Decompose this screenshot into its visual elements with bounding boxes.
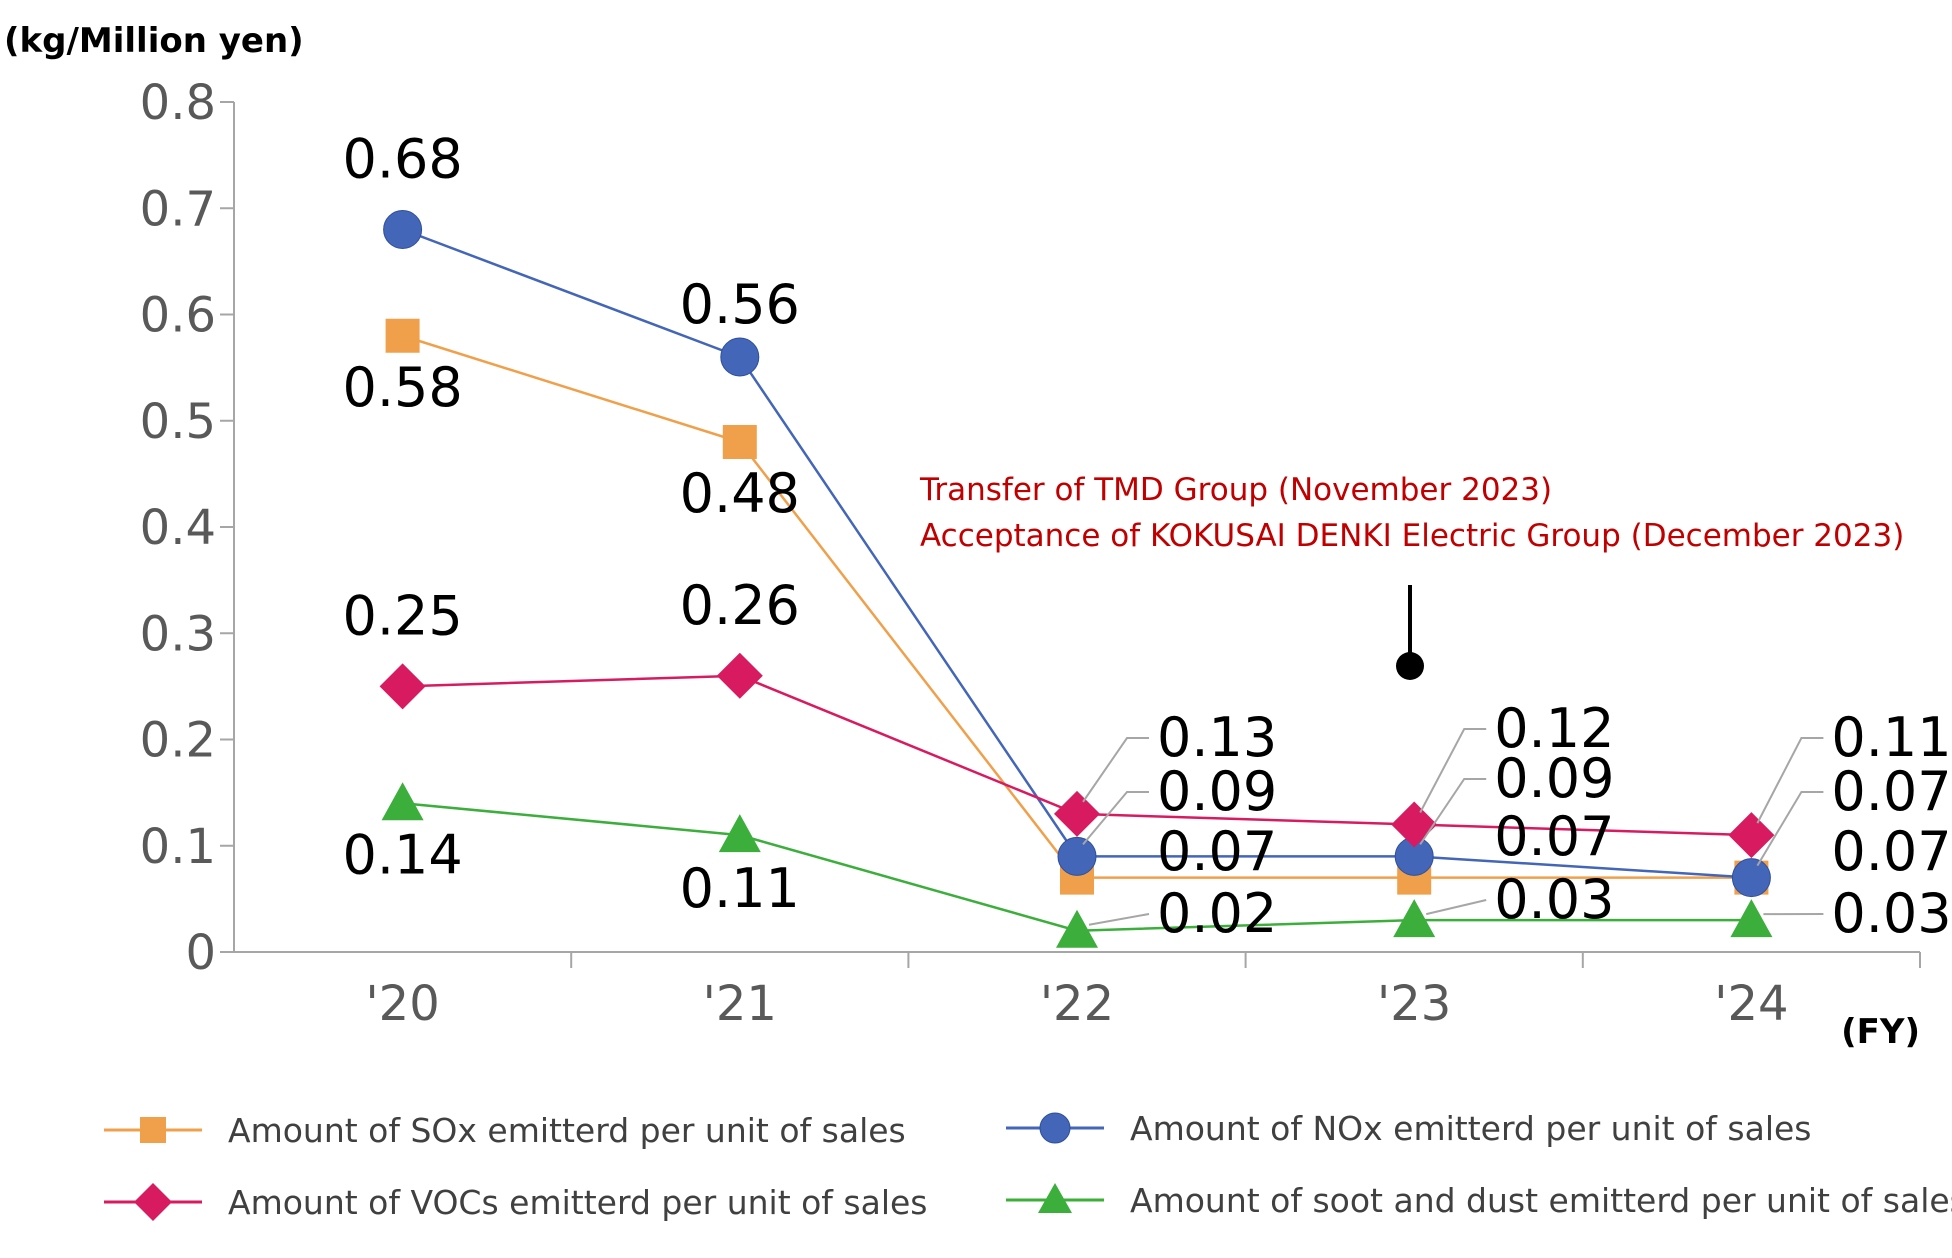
legend-circle-icon [1039,1112,1071,1144]
x-tick-label: '24 [1714,976,1788,1032]
legend-item-diamond: Amount of VOCs emitterd per unit of sale… [104,1183,928,1222]
leader-line [1419,778,1487,845]
triangle-marker [1056,909,1098,948]
leader-line [1082,737,1149,803]
legend-item-square: Amount of SOx emitterd per unit of sales [104,1111,906,1150]
legend-diamond-icon [134,1183,172,1221]
y-tick-label: 0.2 [140,713,216,769]
diamond-marker [716,652,763,699]
triangle-marker [1730,899,1773,938]
data-label-diamond: 0.12 [1494,697,1614,760]
legend-label: Amount of SOx emitterd per unit of sales [228,1111,906,1150]
leader-line [1425,899,1487,916]
y-tick-label: 0.8 [140,75,216,131]
circle-marker [1731,858,1771,898]
data-label-circle: 0.09 [1494,747,1614,810]
data-label-triangle: 0.14 [342,823,462,886]
annotation-line-1: Transfer of TMD Group (November 2023) [919,472,1552,508]
circle-marker [383,210,423,249]
legend-square-icon [140,1117,166,1143]
data-label-triangle: 0.03 [1494,868,1614,931]
data-label-square: 0.58 [342,356,462,419]
data-label-diamond: 0.25 [342,584,462,647]
series-marks [379,210,1775,948]
triangle-marker [718,814,761,853]
legend-label: Amount of NOx emitterd per unit of sales [1130,1109,1811,1148]
diamond-marker [1391,801,1438,848]
leader-line [1419,728,1487,813]
axes: 0 0.1 0.2 0.3 0.4 0.5 0.6 0.7 0.8 '20 '21 '22 '23 '24 [140,75,1921,1032]
legend-item-triangle: Amount of soot and dust emitterd per uni… [1006,1181,1952,1220]
y-tick-label: 0.3 [140,606,216,662]
leader-line [1082,791,1149,846]
leader-line [1756,791,1824,867]
leader-line [1756,737,1824,824]
data-label-triangle: 0.02 [1157,882,1277,945]
legend-item-circle: Amount of NOx emitterd per unit of sales [1006,1109,1811,1148]
data-label-diamond: 0.11 [1831,706,1951,769]
diamond-marker [1054,790,1100,837]
y-axis-unit-label: (kg/Million yen) [4,21,304,61]
x-tick-label: '22 [1040,976,1114,1032]
y-tick-label: 0.1 [140,819,216,875]
legend-triangle-icon [1038,1183,1072,1213]
x-tick-label: '23 [1377,976,1451,1032]
data-label-diamond: 0.26 [680,574,800,637]
legend: Amount of SOx emitterd per unit of sales… [104,1109,1952,1222]
y-tick-label: 0.7 [140,181,216,237]
y-tick-label: 0 [185,925,216,981]
data-label-square: 0.07 [1157,820,1277,883]
legend-label: Amount of VOCs emitterd per unit of sale… [228,1183,928,1222]
data-label-diamond: 0.13 [1157,706,1277,769]
diamond-marker [1728,812,1775,859]
data-label-circle: 0.68 [342,128,462,191]
data-label-triangle: 0.11 [680,857,800,920]
data-label-square: 0.48 [680,462,800,525]
annotation: Transfer of TMD Group (November 2023) Ac… [919,472,1904,680]
data-label-circle: 0.56 [680,273,800,336]
y-tick-label: 0.4 [140,500,216,556]
y-tick-label: 0.6 [140,288,216,344]
circle-marker [720,337,760,377]
leader-line [1088,913,1150,926]
annotation-pointer-dot [1396,652,1424,680]
triangle-marker [1393,899,1436,938]
triangle-marker [381,782,424,821]
data-label-square: 0.07 [1831,820,1951,883]
data-label-circle: 0.09 [1157,760,1277,823]
data-label-square: 0.07 [1494,805,1614,868]
x-tick-label: '21 [703,976,777,1032]
square-marker [385,318,420,353]
data-label-triangle: 0.03 [1831,882,1951,945]
annotation-line-2: Acceptance of KOKUSAI DENKI Electric Gro… [920,518,1904,554]
diamond-marker [379,663,426,710]
legend-label: Amount of soot and dust emitterd per uni… [1130,1181,1952,1220]
circle-marker [1057,836,1097,876]
square-marker [722,425,757,459]
x-axis-unit-label: (FY) [1841,1012,1920,1052]
x-tick-label: '20 [365,976,439,1032]
data-labels: 0.580.480.07 0.07 0.070.680.560.09 0.09 0.07… [342,128,1951,946]
data-label-circle: 0.07 [1831,760,1951,823]
y-tick-label: 0.5 [140,394,216,450]
